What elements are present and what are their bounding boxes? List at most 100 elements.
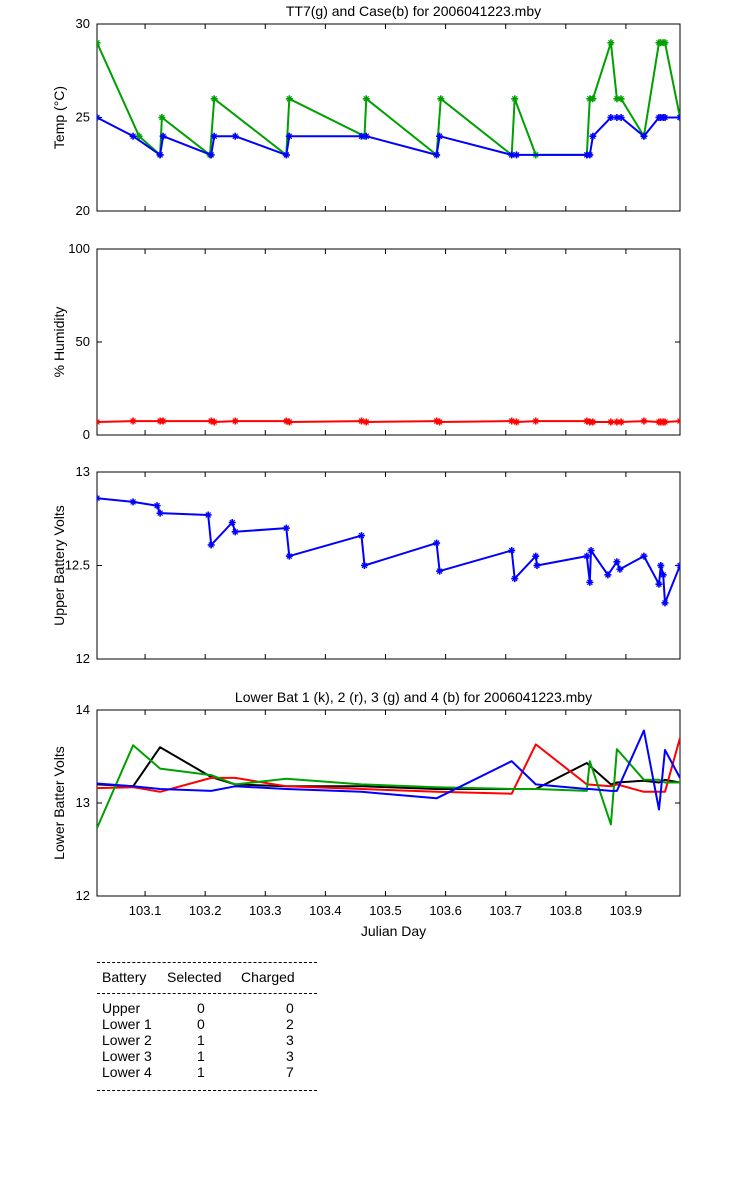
marker-stroke <box>358 418 365 424</box>
marker-stroke <box>232 133 239 140</box>
data-point-humidity <box>661 418 669 426</box>
data-point-upper <box>97 494 101 502</box>
marker-stroke <box>586 579 593 586</box>
data-point-tt7 <box>158 114 166 121</box>
marker-stroke <box>361 562 368 569</box>
marker-stroke <box>534 562 540 569</box>
data-point-humidity <box>362 418 370 426</box>
data-point-upper <box>659 571 667 579</box>
data-point-tt7 <box>661 39 669 47</box>
marker-stroke <box>205 512 212 518</box>
x-tick-label: 103.6 <box>429 903 462 918</box>
data-point-tt7 <box>210 95 218 103</box>
marker-stroke <box>433 152 440 158</box>
marker-stroke <box>617 566 623 573</box>
marker-stroke <box>97 419 100 423</box>
y-tick-label: 13 <box>76 795 90 810</box>
marker-stroke <box>436 419 443 425</box>
data-point-upper <box>436 567 444 575</box>
marker-stroke <box>160 133 166 140</box>
data-point-tt7 <box>135 132 143 140</box>
header-charged: Charged <box>241 969 295 985</box>
marker-stroke <box>583 553 590 560</box>
marker-stroke <box>605 571 611 578</box>
data-point-upper <box>655 580 663 588</box>
x-tick-label: 103.4 <box>309 903 342 918</box>
marker-stroke <box>363 95 370 102</box>
marker-stroke <box>618 419 624 425</box>
data-point-case <box>357 132 365 140</box>
series-group <box>97 417 680 426</box>
chart-panel-3: 12 12.5 13 Upper Battery Volts <box>51 464 681 666</box>
marker-stroke <box>159 114 165 121</box>
data-point-humidity <box>231 417 239 425</box>
marker-stroke <box>97 114 100 119</box>
data-point-humidity <box>532 417 540 425</box>
data-point-upper <box>129 498 137 506</box>
data-point-upper <box>587 547 595 555</box>
marker-stroke <box>136 133 142 140</box>
marker-stroke <box>286 133 293 140</box>
y-tick-label: 100 <box>68 241 90 256</box>
data-point-case <box>207 151 215 159</box>
data-point-humidity <box>640 417 648 425</box>
marker-stroke <box>614 419 620 425</box>
data-point-case <box>231 132 239 140</box>
y-tick-label: 25 <box>76 110 90 125</box>
data-point-upper <box>285 552 293 560</box>
marker-stroke <box>614 114 620 121</box>
y-axis-label: Lower Batter Volts <box>51 746 67 860</box>
data-point-upper <box>153 502 161 510</box>
plot-frame <box>96 709 681 897</box>
y-tick-label: 14 <box>76 702 90 717</box>
data-point-upper <box>640 552 648 560</box>
series-group <box>97 39 680 159</box>
marker-stroke <box>283 152 290 158</box>
data-point-humidity <box>285 418 293 426</box>
y-tick-label: 50 <box>76 334 90 349</box>
y-tick-label: 30 <box>76 16 90 31</box>
y-tick-label: 12 <box>76 888 90 903</box>
data-point-upper <box>207 541 215 549</box>
y-tick-label: 13 <box>76 464 90 479</box>
marker-stroke <box>618 95 624 102</box>
series-line-upper <box>97 497 680 604</box>
marker-stroke <box>358 133 365 140</box>
marker-stroke <box>130 133 136 140</box>
marker-stroke <box>211 133 218 140</box>
marker-stroke <box>130 499 136 505</box>
data-point-case <box>617 114 625 121</box>
data-point-tt7 <box>617 95 625 103</box>
plot-frame <box>96 471 681 660</box>
marker-stroke <box>508 152 515 158</box>
x-axis-label: Julian Day <box>361 923 426 939</box>
table-row: Lower 3 1 3 <box>102 1048 294 1064</box>
marker-stroke <box>586 152 593 158</box>
plot-frame <box>96 248 681 436</box>
marker-stroke <box>511 95 518 102</box>
marker-stroke <box>677 116 680 121</box>
marker-stroke <box>660 571 667 578</box>
data-point-tt7 <box>511 95 519 103</box>
marker-stroke <box>154 502 160 509</box>
chart-panel-2: 0 50 100 % Humidity <box>51 241 681 442</box>
marker-stroke <box>608 419 614 425</box>
marker-stroke <box>641 418 647 424</box>
marker-stroke <box>677 564 680 569</box>
data-point-upper <box>616 565 624 573</box>
x-tick-label: 103.2 <box>189 903 222 918</box>
data-point-humidity <box>210 418 218 426</box>
marker-stroke <box>588 547 594 554</box>
data-point-upper <box>676 562 680 569</box>
marker-stroke <box>97 41 100 46</box>
marker-stroke <box>618 114 624 121</box>
marker-stroke <box>286 419 293 425</box>
marker-stroke <box>513 419 520 425</box>
data-point-case <box>513 151 521 159</box>
marker-stroke <box>677 420 680 424</box>
data-point-humidity <box>97 418 101 426</box>
marker-stroke <box>211 419 218 425</box>
marker-stroke <box>433 418 440 424</box>
marker-stroke <box>662 419 668 425</box>
